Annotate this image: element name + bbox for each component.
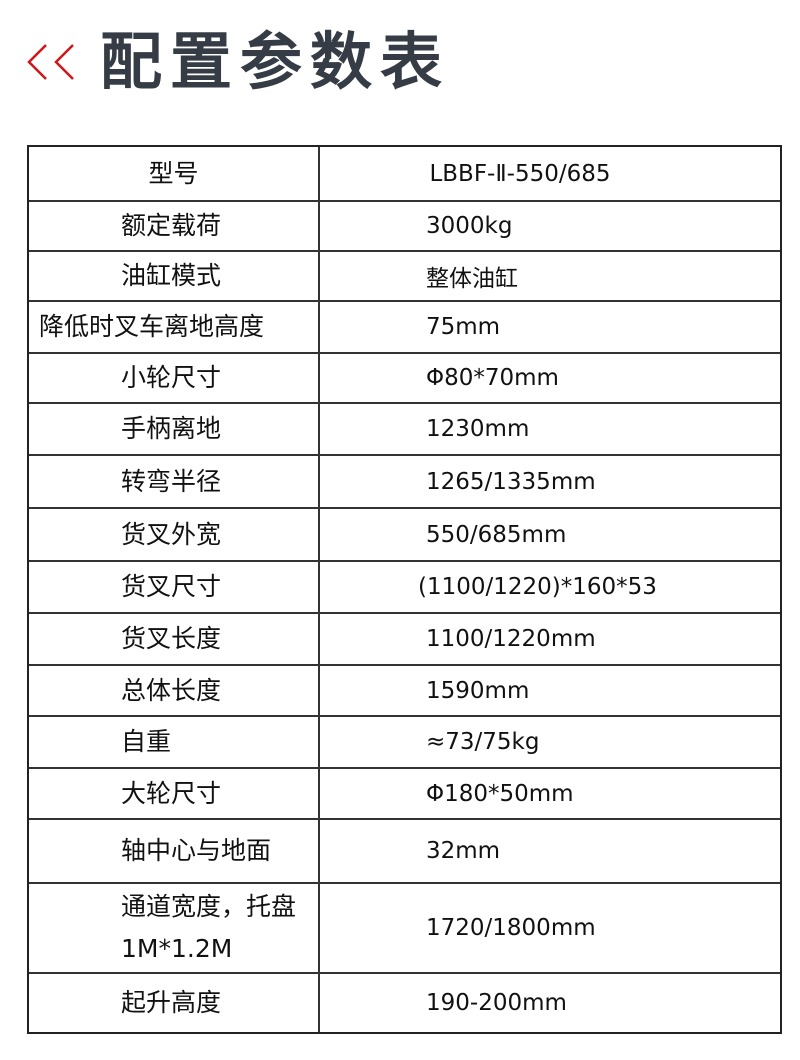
param-value: 32mm xyxy=(426,838,501,864)
table-row: 大轮尺寸 Φ180*50mm xyxy=(29,767,780,818)
table-row: 型号 LBBF-Ⅱ-550/685 xyxy=(29,147,780,200)
param-value: 1100/1220mm xyxy=(426,626,596,652)
table-row: 总体长度 1590mm xyxy=(29,664,780,715)
param-value: LBBF-Ⅱ-550/685 xyxy=(429,160,611,187)
table-row: 货叉尺寸 (1100/1220)*160*53 xyxy=(29,560,780,612)
param-label: 手柄离地 xyxy=(29,404,320,454)
param-label: 自重 xyxy=(29,717,320,767)
param-value: 75mm xyxy=(426,314,501,340)
param-label: 货叉外宽 xyxy=(29,509,320,560)
param-value: (1100/1220)*160*53 xyxy=(418,574,657,600)
param-value: 整体油缸 xyxy=(426,266,518,292)
page-title: 配置参数表 xyxy=(100,25,451,98)
table-row: 油缸模式 整体油缸 xyxy=(29,250,780,300)
table-row: 起升高度 190-200mm xyxy=(29,972,780,1032)
param-label: 总体长度 xyxy=(29,666,320,715)
param-value: Φ80*70mm xyxy=(426,365,559,391)
param-value: 1265/1335mm xyxy=(426,468,596,495)
table-row: 降低时叉车离地高度 75mm xyxy=(29,300,780,352)
param-value: 1590mm xyxy=(426,677,530,704)
table-row: 额定载荷 3000kg xyxy=(29,200,780,250)
table-row: 轴中心与地面 32mm xyxy=(29,818,780,882)
table-row: 通道宽度，托盘1M*1.2M 1720/1800mm xyxy=(29,882,780,972)
table-row: 自重 ≈73/75kg xyxy=(29,715,780,767)
param-value: Φ180*50mm xyxy=(426,780,574,807)
param-label: 油缸模式 xyxy=(29,252,320,300)
param-label: 货叉长度 xyxy=(29,614,320,664)
param-value: 3000kg xyxy=(426,213,513,239)
param-label: 型号 xyxy=(29,147,320,200)
table-row: 货叉外宽 550/685mm xyxy=(29,507,780,560)
param-value: ≈73/75kg xyxy=(426,729,540,755)
table-row: 手柄离地 1230mm xyxy=(29,402,780,454)
param-label: 轴中心与地面 xyxy=(29,820,320,882)
spec-table: 型号 LBBF-Ⅱ-550/685 额定载荷 3000kg 油缸模式 整体油缸降低时叉车离… xyxy=(27,145,782,1034)
param-label: 起升高度 xyxy=(29,974,320,1032)
param-value: 1230mm xyxy=(426,416,530,442)
table-row: 转弯半径 1265/1335mm xyxy=(29,454,780,507)
double-chevron-left-icon xyxy=(27,44,74,80)
param-label: 通道宽度，托盘1M*1.2M xyxy=(29,884,320,972)
param-value: 550/685mm xyxy=(426,521,567,548)
param-value: 190-200mm xyxy=(426,990,567,1016)
table-row: 小轮尺寸 Φ80*70mm xyxy=(29,352,780,402)
param-value: 1720/1800mm xyxy=(426,915,596,941)
param-label: 货叉尺寸 xyxy=(29,562,320,612)
param-label: 降低时叉车离地高度 xyxy=(29,302,320,352)
param-label: 小轮尺寸 xyxy=(29,354,320,402)
param-label: 大轮尺寸 xyxy=(29,769,320,818)
param-label: 转弯半径 xyxy=(29,456,320,507)
table-row: 货叉长度 1100/1220mm xyxy=(29,612,780,664)
param-label: 额定载荷 xyxy=(29,202,320,250)
